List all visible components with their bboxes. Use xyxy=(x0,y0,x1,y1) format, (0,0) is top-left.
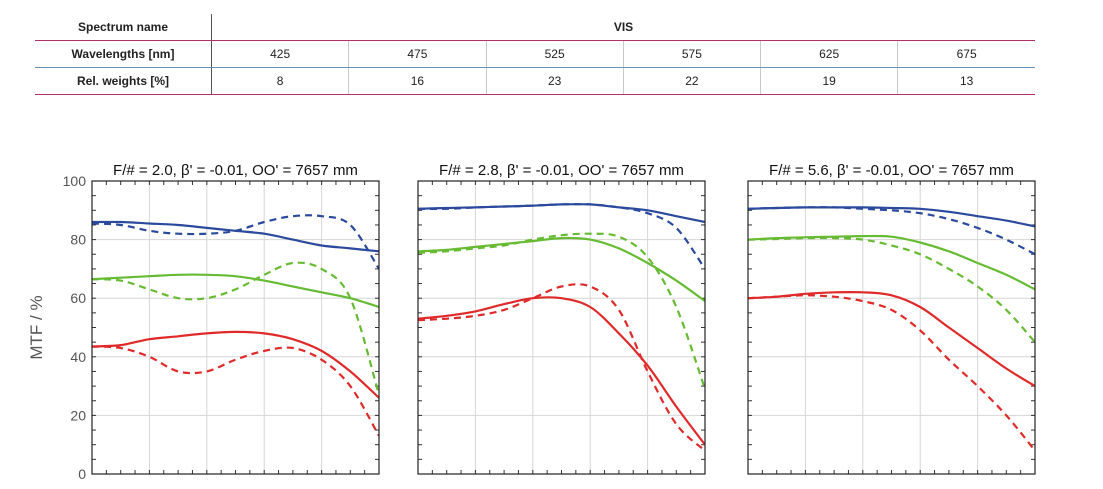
weights-row: Rel. weights [%] 8 16 23 22 19 13 xyxy=(35,67,1035,95)
wavelength-cell: 525 xyxy=(485,40,624,68)
weight-cell: 22 xyxy=(622,67,761,95)
plot-area xyxy=(748,181,1035,474)
red-solid-mtf-curve xyxy=(92,330,379,399)
wavelength-cell: 675 xyxy=(897,40,1035,68)
spectrum-name-row: Spectrum name VIS xyxy=(35,14,1035,41)
wavelength-cell: 575 xyxy=(622,40,761,68)
wavelength-cell: 625 xyxy=(759,40,898,68)
spectrum-name-label: Spectrum name xyxy=(35,14,212,41)
blue-dashed-mtf-curve xyxy=(748,206,1035,256)
weights-label: Rel. weights [%] xyxy=(35,67,212,95)
panel-title: F/# = 2.0, β' = -0.01, OO' = 7657 mm xyxy=(113,162,358,179)
green-solid-mtf-curve xyxy=(92,273,379,309)
red-solid-mtf-curve xyxy=(418,296,705,446)
wavelength-cell: 475 xyxy=(348,40,486,68)
plot-frame xyxy=(747,180,1036,475)
mtf-panel: F/# = 2.8, β' = -0.01, OO' = 7657 mm xyxy=(417,162,706,475)
mtf-charts: MTF / % 0 20 40 60 80 100 F/# = 2.0, β' = -0.01… xyxy=(27,162,1036,482)
wavelengths-row: Wavelengths [nm] 425 475 525 575 625 675 xyxy=(35,40,1035,68)
mtf-panel: F/# = 2.0, β' = -0.01, OO' = 7657 mm xyxy=(91,162,380,475)
weight-cell: 8 xyxy=(211,67,349,95)
weight-cell: 23 xyxy=(485,67,624,95)
red-dashed-mtf-curve xyxy=(748,294,1035,452)
y-tick-label: 60 xyxy=(70,290,86,306)
blue-dashed-mtf-curve xyxy=(418,203,705,270)
y-tick-label: 20 xyxy=(70,407,86,423)
weight-cell: 16 xyxy=(348,67,486,95)
wavelengths-label: Wavelengths [nm] xyxy=(35,40,212,68)
red-dashed-mtf-curve xyxy=(418,283,705,452)
spectrum-table: Spectrum name VIS Wavelengths [nm] 425 4… xyxy=(35,14,1035,95)
blue-dashed-mtf-curve xyxy=(92,214,379,270)
red-dashed-mtf-curve xyxy=(92,345,379,437)
plot-frame xyxy=(91,180,380,475)
mtf-panel: F/# = 5.6, β' = -0.01, OO' = 7657 mm xyxy=(747,162,1036,475)
green-dashed-mtf-curve xyxy=(92,261,379,396)
spectrum-name-value: VIS xyxy=(211,14,1035,41)
y-tick-label: 40 xyxy=(70,349,86,365)
plot-area xyxy=(418,181,705,474)
green-solid-mtf-curve xyxy=(418,236,705,302)
y-tick-label: 100 xyxy=(63,173,87,189)
green-dashed-mtf-curve xyxy=(418,232,705,390)
green-dashed-mtf-curve xyxy=(748,236,1035,343)
y-tick-label: 0 xyxy=(78,466,86,482)
panel-title: F/# = 2.8, β' = -0.01, OO' = 7657 mm xyxy=(439,162,684,179)
y-tick-label: 80 xyxy=(70,232,86,248)
weight-cell: 19 xyxy=(759,67,898,95)
weight-cell: 13 xyxy=(897,67,1035,95)
plot-frame xyxy=(417,180,706,475)
plot-area xyxy=(92,181,379,474)
y-axis-label: MTF / % xyxy=(27,295,46,359)
panel-title: F/# = 5.6, β' = -0.01, OO' = 7657 mm xyxy=(769,162,1014,179)
wavelength-cell: 425 xyxy=(211,40,349,68)
